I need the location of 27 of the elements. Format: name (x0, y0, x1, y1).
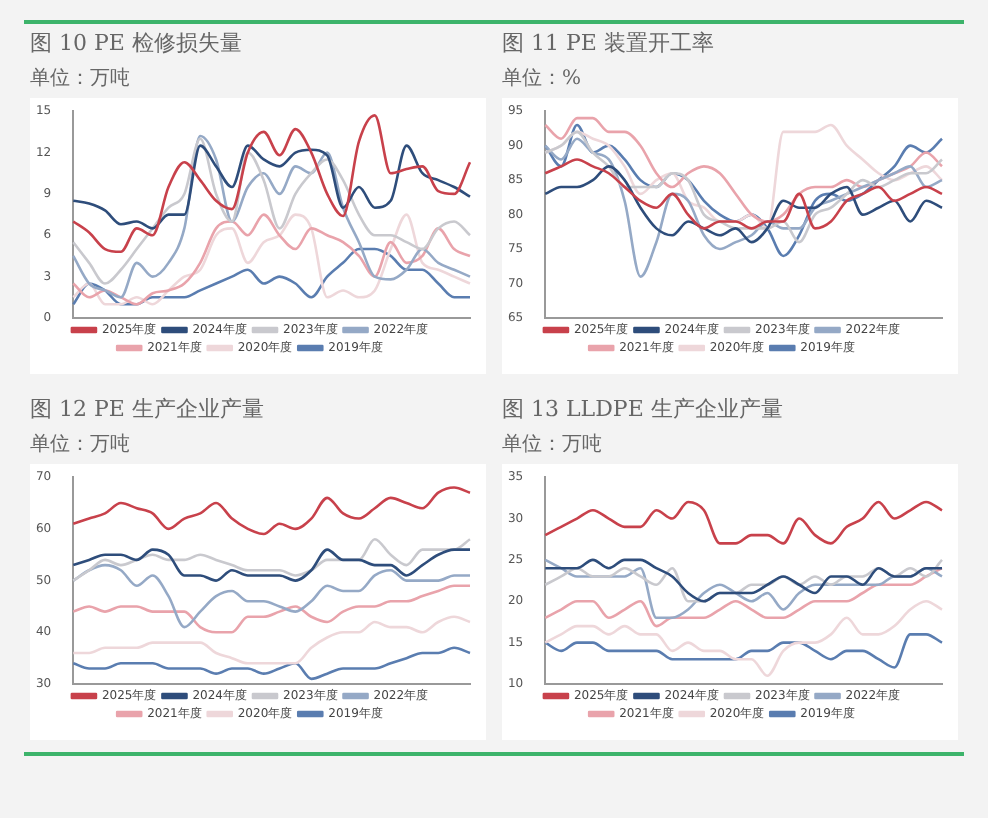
line-series (71, 144, 472, 230)
line-series (71, 584, 472, 634)
chart-subtitle: 单位：% (502, 65, 584, 92)
chart-subtitle: 单位：万吨 (30, 65, 132, 92)
line-series (71, 114, 472, 254)
line-series (543, 558, 944, 603)
line-series (71, 563, 472, 629)
line-series (71, 247, 472, 306)
line-series (543, 633, 944, 669)
line-series (71, 486, 472, 536)
line-series (543, 130, 944, 244)
line-series (543, 123, 944, 258)
line-series (71, 537, 472, 582)
chart-title: 图 12 PE 生产企业产量 (30, 394, 266, 424)
line-series (543, 599, 944, 678)
chart-subtitle: 单位：万吨 (30, 431, 132, 458)
line-series (543, 165, 944, 244)
line-series (543, 158, 944, 230)
line-series (71, 213, 472, 306)
line-series (543, 500, 944, 545)
chart-title: 图 11 PE 装置开工率 (502, 28, 716, 58)
chart-title: 图 10 PE 检修损失量 (30, 28, 244, 58)
line-series (71, 615, 472, 665)
chart-title: 图 13 LLDPE 生产企业产量 (502, 394, 785, 424)
line-series (543, 137, 944, 278)
chart-subtitle: 单位：万吨 (502, 431, 604, 458)
line-series (71, 548, 472, 582)
